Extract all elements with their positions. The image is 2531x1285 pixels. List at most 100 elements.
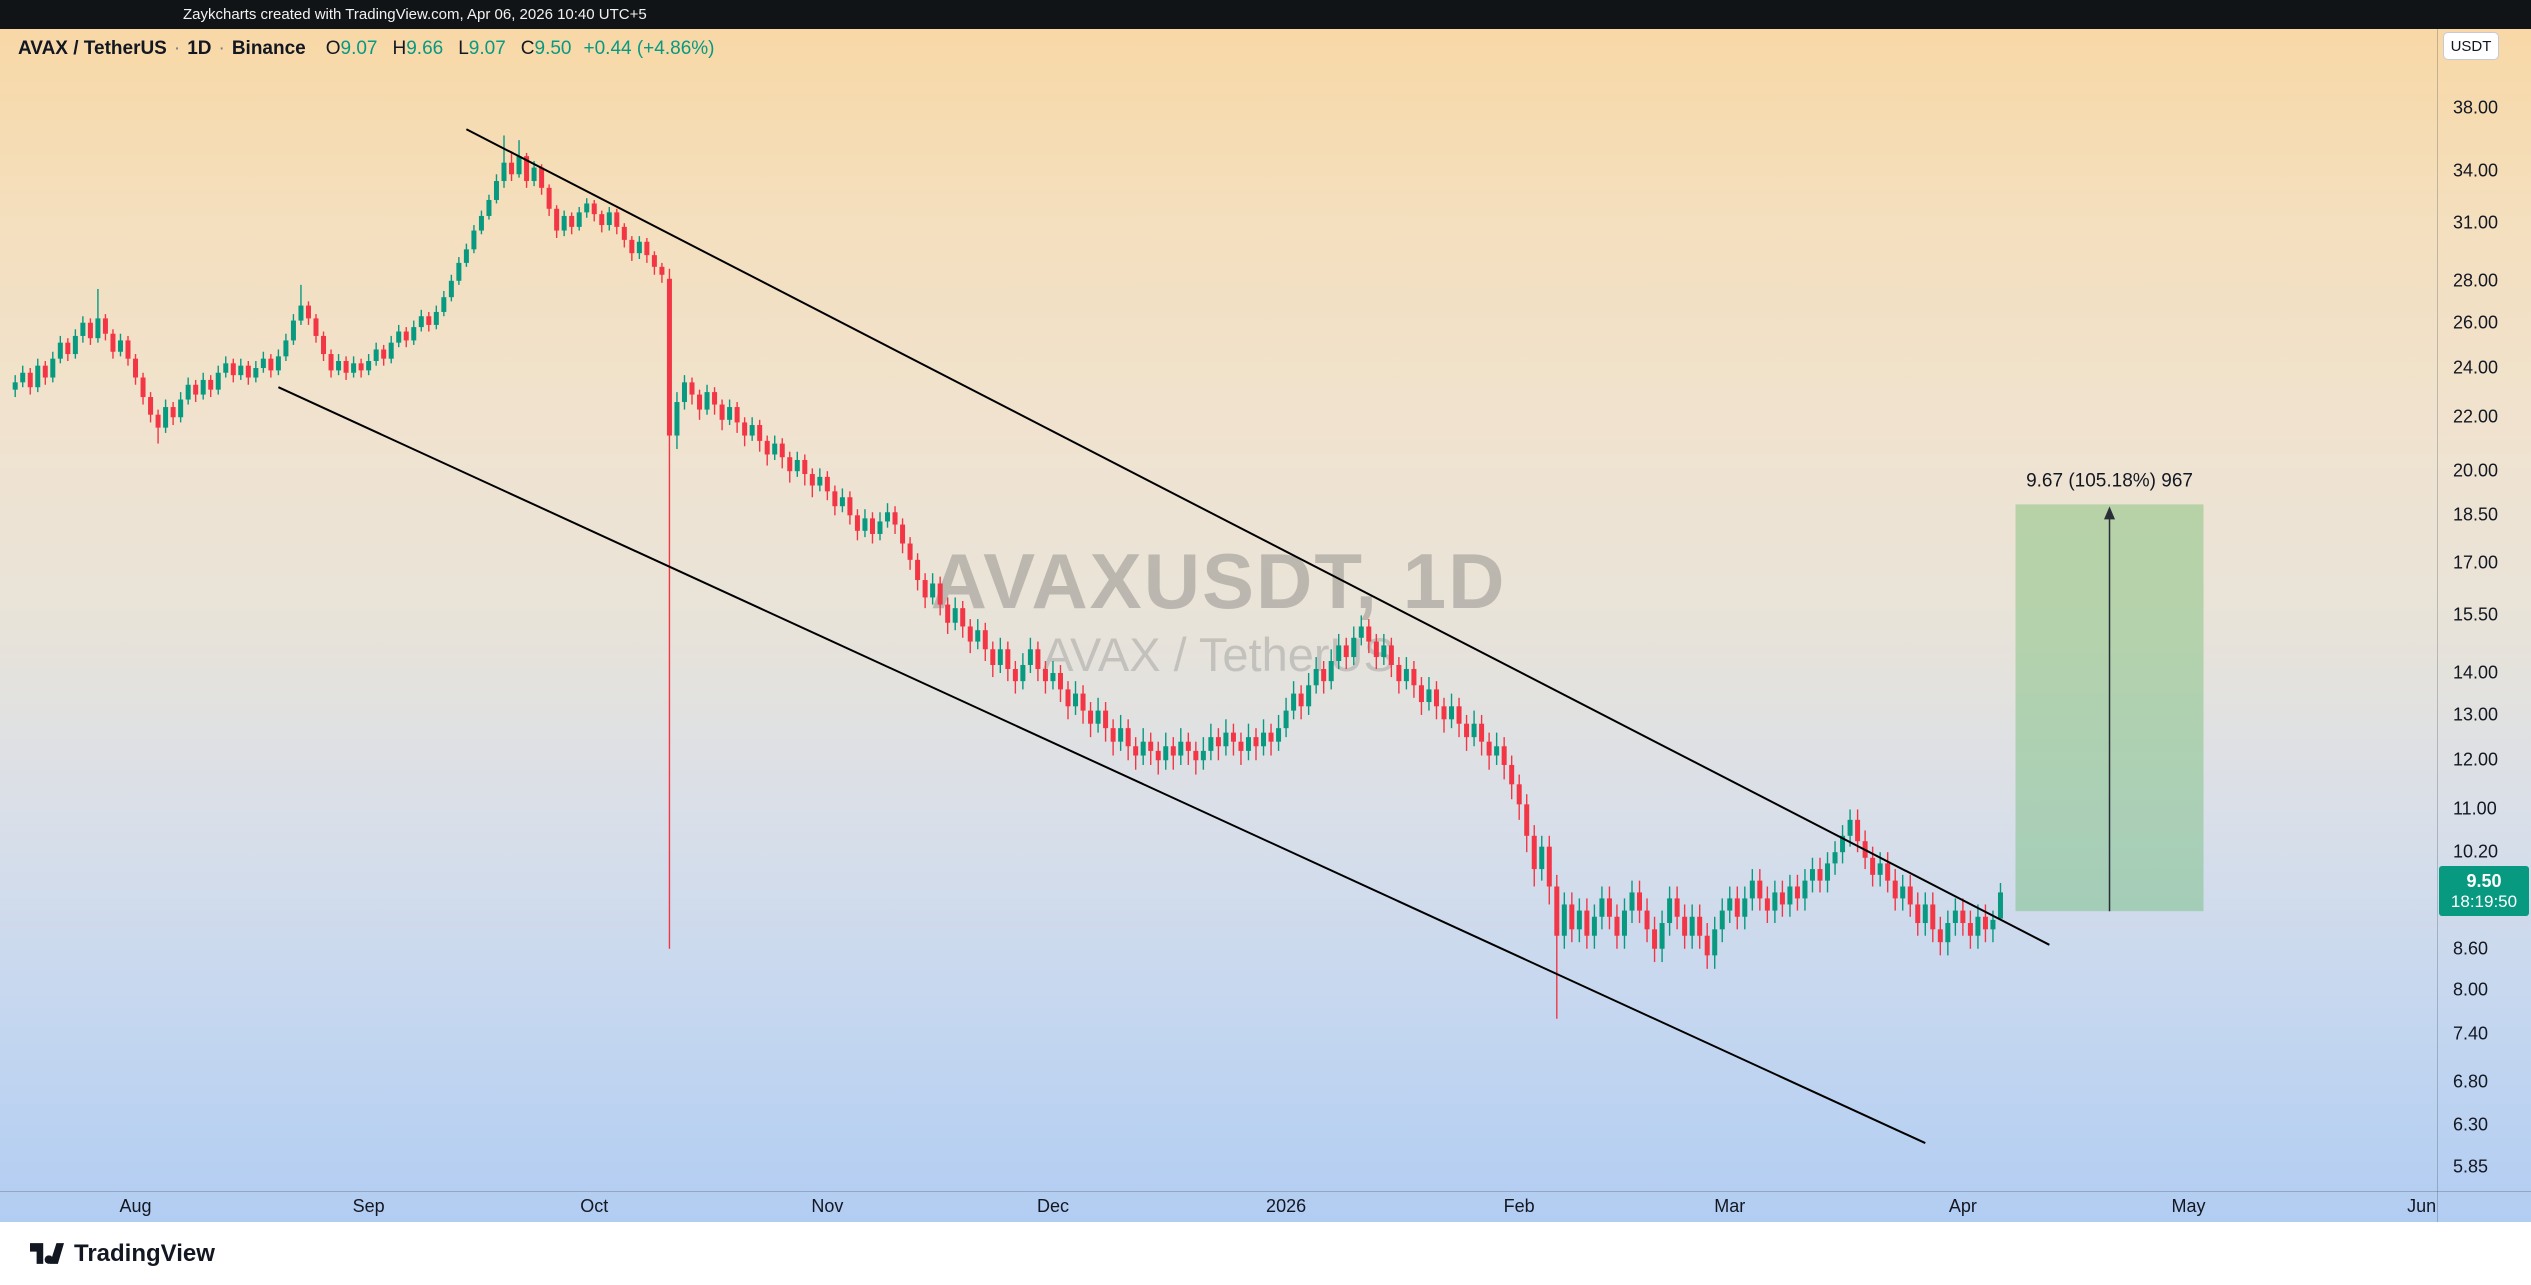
- price-axis-separator: [2437, 29, 2438, 1222]
- candle-body: [1644, 910, 1650, 930]
- candle-body: [531, 167, 537, 182]
- candle-body: [1975, 916, 1981, 936]
- candle-body: [1449, 706, 1455, 720]
- candle-body: [666, 278, 672, 436]
- candle-body: [321, 335, 327, 355]
- legend-symbol-name[interactable]: AVAX / TetherUS: [18, 38, 167, 59]
- channel-trendline[interactable]: [465, 128, 2050, 946]
- legend-separator: ·: [218, 38, 225, 59]
- candle-body: [1005, 649, 1011, 669]
- candle-body: [1764, 898, 1770, 911]
- candlestick-chart-canvas[interactable]: 9.67 (105.18%) 967: [0, 29, 2531, 1191]
- price-tick: 26.00: [2453, 312, 2499, 333]
- ohlc-high-label: H: [392, 38, 407, 59]
- candle-body: [1554, 886, 1560, 936]
- candle-body: [1712, 929, 1718, 956]
- time-tick: Apr: [1948, 1196, 1977, 1216]
- candle-body: [208, 379, 214, 390]
- candle-body: [1787, 886, 1793, 905]
- candle-body: [1719, 910, 1725, 930]
- candle-body: [223, 363, 229, 373]
- candle-body: [1539, 846, 1545, 870]
- candle-body: [1606, 898, 1612, 917]
- candle-body: [975, 630, 981, 642]
- candle-body: [1524, 804, 1530, 836]
- candle-body: [328, 354, 334, 371]
- ohlc-low-label: L: [458, 38, 469, 59]
- candle-body: [1855, 819, 1861, 842]
- candle-body: [922, 580, 928, 598]
- candle-body: [794, 459, 800, 472]
- candle-body: [80, 322, 86, 336]
- candle-body: [1531, 835, 1537, 870]
- candle-body: [1697, 916, 1703, 936]
- candle-body: [509, 162, 515, 175]
- projection-range-tool[interactable]: 9.67 (105.18%) 967: [2015, 470, 2204, 912]
- bar-close-countdown: 18:19:50: [2450, 892, 2518, 912]
- candle-body: [403, 331, 409, 341]
- candle-body: [892, 512, 898, 525]
- candle-body: [95, 318, 101, 339]
- candle-body: [1704, 935, 1710, 956]
- candle-body: [832, 491, 838, 507]
- export-info-bar: Zaykcharts created with TradingView.com,…: [0, 0, 2531, 29]
- candle-body: [1298, 693, 1304, 707]
- candle-body: [170, 407, 176, 418]
- price-tick: 20.00: [2453, 460, 2499, 481]
- candle-body: [493, 181, 499, 200]
- candle-body: [1509, 764, 1515, 785]
- channel-trendline[interactable]: [277, 386, 1926, 1145]
- candle-body: [456, 262, 462, 281]
- legend-exchange[interactable]: Binance: [231, 38, 306, 59]
- candle-body: [524, 156, 530, 182]
- legend-interval[interactable]: 1D: [187, 38, 212, 59]
- candle-body: [802, 459, 808, 475]
- candle-body: [862, 518, 868, 531]
- price-axis[interactable]: 38.00 34.00 31.00 28.00 26.00 24.00 22.00 20.00…: [2437, 29, 2531, 1191]
- time-axis[interactable]: Aug Sep Oct Nov Dec 2026 Feb Mar Apr May Jun: [0, 1191, 2437, 1222]
- currency-toggle-button[interactable]: USDT: [2443, 32, 2499, 60]
- time-tick: 2026: [1266, 1196, 1307, 1216]
- candle-body: [418, 316, 424, 328]
- candle-body: [275, 356, 281, 371]
- candle-body: [1576, 910, 1582, 930]
- candle-body: [1110, 728, 1116, 742]
- candle-body: [1193, 750, 1199, 761]
- candle-body: [1020, 664, 1026, 682]
- price-tick: 14.00: [2453, 662, 2499, 683]
- tradingview-wordmark: TradingView: [74, 1239, 215, 1267]
- candle-body: [20, 372, 26, 383]
- candle-body: [1366, 626, 1372, 642]
- candle-body: [1471, 723, 1477, 738]
- candle-body: [1817, 869, 1823, 881]
- candle-body: [12, 382, 18, 390]
- time-tick: May: [2171, 1196, 2206, 1216]
- candle-body: [1253, 737, 1259, 747]
- price-tick: 8.00: [2453, 979, 2489, 1000]
- candle-body: [50, 358, 56, 378]
- candle-body: [1621, 910, 1627, 936]
- candle-body: [298, 305, 304, 321]
- candle-body: [230, 363, 236, 376]
- candle-body: [809, 474, 815, 486]
- symbol-legend[interactable]: AVAX / TetherUS · 1D · Binance O9.07 H9.66 L9.0…: [18, 38, 714, 60]
- candle-body: [937, 583, 943, 605]
- candle-body: [163, 407, 169, 428]
- current-price-value: 9.50: [2466, 871, 2502, 892]
- candle-body: [1245, 737, 1251, 751]
- price-tick: 28.00: [2453, 270, 2499, 291]
- candle-body: [343, 360, 349, 373]
- candle-body: [1313, 668, 1319, 686]
- candle-body: [373, 349, 379, 361]
- candle-body: [215, 372, 221, 390]
- candle-body: [426, 316, 432, 325]
- legend-separator: ·: [173, 38, 181, 59]
- candle-body: [539, 167, 545, 188]
- candle-body: [185, 384, 191, 400]
- price-tick: 6.80: [2453, 1071, 2489, 1092]
- tradingview-logo-icon: [30, 1243, 64, 1264]
- candle-body: [749, 425, 755, 436]
- ohlc-close-label: C: [520, 38, 535, 59]
- trendlines-layer[interactable]: [277, 128, 2050, 1145]
- candle-body: [1388, 645, 1394, 665]
